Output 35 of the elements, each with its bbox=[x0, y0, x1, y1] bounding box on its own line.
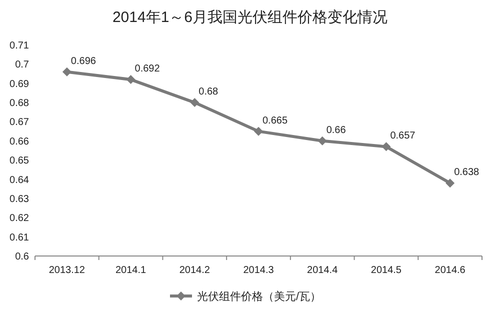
point bbox=[62, 67, 72, 76]
point bbox=[190, 98, 200, 108]
y-tick-label: 0.71 bbox=[10, 40, 30, 52]
y-tick-label: 0.66 bbox=[10, 136, 30, 148]
y-tick-label: 0.6 bbox=[15, 252, 30, 262]
chart-title: 2014年1～6月我国光伏组件价格变化情况 bbox=[112, 9, 388, 26]
y-tick-label: 0.69 bbox=[10, 78, 30, 90]
data-label: 0.692 bbox=[134, 64, 160, 75]
data-label: 0.696 bbox=[70, 56, 96, 67]
x-tick-label: 2013.12 bbox=[48, 265, 86, 276]
y-tick-label: 0.62 bbox=[10, 213, 30, 224]
data-label: 0.638 bbox=[454, 167, 480, 178]
point bbox=[318, 136, 327, 146]
point bbox=[446, 178, 455, 188]
y-tick-label: 0.68 bbox=[10, 98, 30, 110]
x-tick-label: 2014.3 bbox=[243, 265, 274, 276]
data-label: 0.665 bbox=[262, 115, 288, 126]
y-tick-label: 0.67 bbox=[10, 117, 30, 128]
y-tick-label: 0.63 bbox=[10, 194, 30, 205]
data-label: 0.68 bbox=[198, 86, 219, 98]
x-tick-label: 2014.4 bbox=[307, 265, 338, 276]
point bbox=[382, 142, 391, 152]
y-tick-label: 0.7 bbox=[15, 60, 30, 71]
point bbox=[254, 126, 263, 136]
y-tick-label: 0.64 bbox=[10, 174, 30, 186]
legend-label: 光伏组件价格（美元/瓦） bbox=[197, 290, 322, 303]
x-tick-label: 2014.2 bbox=[179, 265, 210, 276]
x-tick-label: 2014.5 bbox=[370, 265, 402, 276]
point bbox=[126, 75, 136, 84]
x-tick-label: 2014.1 bbox=[115, 265, 147, 276]
data-label: 0.657 bbox=[390, 130, 416, 142]
x-tick-label: 2014.6 bbox=[434, 265, 466, 276]
y-tick-label: 0.61 bbox=[10, 232, 30, 244]
y-tick-label: 0.65 bbox=[10, 156, 30, 167]
data-label: 0.66 bbox=[326, 124, 346, 136]
